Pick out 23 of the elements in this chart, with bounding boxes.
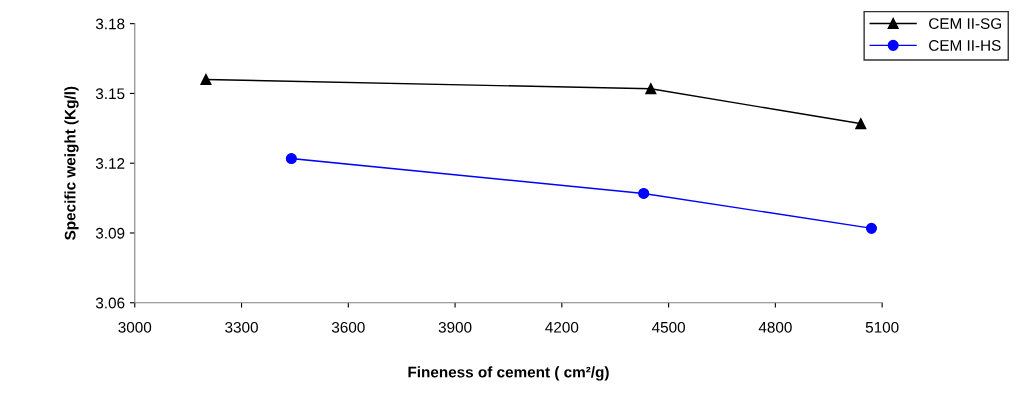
- y-axis-title: Specific weight (Kg/l): [64, 86, 79, 241]
- y-tick-label: 3.09: [95, 227, 125, 239]
- y-tick-label: 3.12: [95, 158, 125, 169]
- x-tick-label: 5100: [865, 321, 899, 333]
- x-tick-label: 3300: [225, 321, 258, 333]
- x-tick-label: 3600: [331, 321, 365, 333]
- point: [865, 222, 878, 234]
- point: [645, 83, 657, 95]
- y-tick-label: 3.18: [95, 18, 125, 30]
- x-tick-label: 3900: [438, 321, 472, 333]
- x-axis-title: Fineness of cement ( cm²/g): [408, 366, 609, 381]
- point: [855, 118, 867, 130]
- x-tick-label: 3000: [118, 321, 152, 333]
- point: [638, 187, 650, 199]
- point: [200, 73, 212, 86]
- legend-label: CEM II-HS: [929, 40, 1001, 51]
- x-tick-label: 4200: [545, 321, 579, 333]
- y-tick-label: 3.15: [95, 88, 125, 100]
- x-tick-label: 4800: [758, 321, 792, 333]
- x-tick-label: 4500: [651, 321, 686, 333]
- legend-label: CEM II-SG: [929, 18, 1001, 29]
- point: [285, 152, 297, 165]
- y-tick-label: 3.06: [95, 297, 125, 309]
